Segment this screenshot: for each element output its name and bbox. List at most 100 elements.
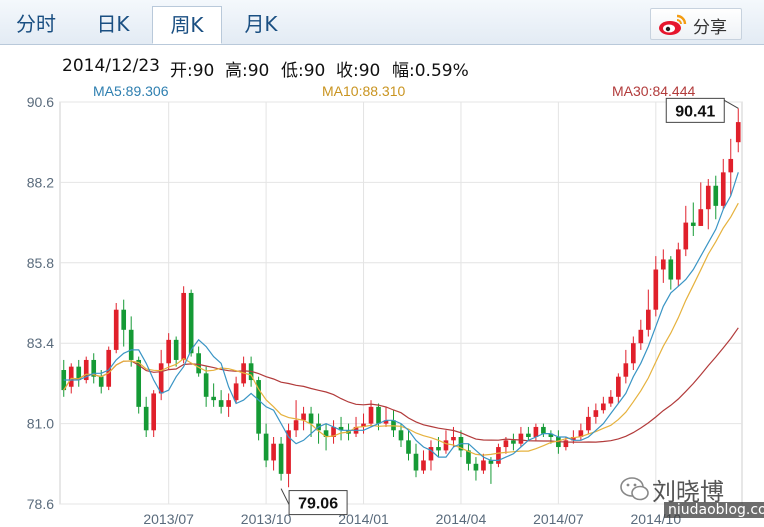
candle [226, 393, 231, 417]
candle [128, 316, 134, 367]
y-tick-label: 83.4 [27, 335, 54, 351]
candle-body [98, 376, 104, 387]
candle [720, 158, 726, 210]
candle-body [683, 222, 689, 250]
share-button[interactable]: 分享 [650, 8, 742, 40]
candle-body [571, 437, 576, 441]
candle [488, 457, 494, 484]
candle [713, 175, 719, 220]
candle [653, 256, 659, 317]
candle-body [660, 259, 666, 270]
candle [263, 423, 269, 468]
candle-body [226, 400, 231, 407]
tab-intraday[interactable]: 分时 [16, 12, 56, 36]
candle [428, 440, 434, 471]
candle [398, 423, 404, 448]
watermark-author: 刘晓博 [652, 478, 724, 506]
x-tick-label: 2014/04 [436, 511, 487, 527]
candle-body [233, 383, 239, 401]
candle [136, 356, 142, 414]
watermark-site: niudaoblog.com [664, 502, 764, 518]
candle-body [188, 292, 194, 354]
x-tick-label: 2014/01 [338, 511, 389, 527]
candle-body [720, 172, 726, 206]
candle [271, 437, 276, 471]
candle [173, 336, 179, 367]
info-open: 开:90 [170, 61, 215, 81]
candle [443, 430, 449, 454]
candle [571, 430, 576, 444]
candle [705, 179, 711, 230]
candle-body [196, 353, 201, 374]
candle [735, 108, 741, 153]
candle-body [623, 363, 629, 377]
info-close: 收:90 [336, 61, 381, 81]
candle-body [368, 406, 374, 424]
candle-body [413, 453, 419, 471]
tab-weekly-k[interactable]: 周K [152, 6, 222, 44]
candle-body [451, 437, 456, 441]
candle [301, 406, 306, 431]
y-tick-label: 78.6 [27, 496, 54, 512]
candle-body [593, 410, 599, 417]
candle-body [735, 122, 741, 143]
info-date: 2014/12/23 [62, 56, 160, 76]
candle [331, 420, 336, 444]
y-tick-label: 85.8 [27, 255, 54, 271]
candle-body [503, 440, 509, 448]
candle-body [481, 460, 486, 471]
candle-body [601, 403, 606, 411]
candle [218, 390, 224, 414]
candle [623, 349, 629, 384]
candle-body [83, 359, 89, 381]
candle [241, 356, 246, 387]
quote-info-bar: 2014/12/23 开:90 高:90 低:90 收:90 幅:0.59% [0, 52, 764, 81]
candle [113, 303, 119, 354]
weibo-icon [659, 14, 687, 35]
price-annotation: 79.06 [280, 488, 348, 516]
candle [466, 443, 471, 471]
share-label: 分享 [693, 18, 727, 38]
annotation-label: 79.06 [298, 496, 338, 513]
candle-body [548, 433, 554, 437]
y-tick-label: 88.2 [27, 174, 54, 190]
candle-body [68, 366, 74, 387]
candle-body [113, 309, 119, 350]
candle-body [361, 423, 366, 427]
candle-body [698, 209, 704, 226]
candle-body [331, 426, 336, 437]
candle-body [121, 309, 127, 330]
candle-body [443, 440, 449, 451]
candle-body [173, 339, 179, 360]
candle [181, 286, 186, 364]
candle [593, 403, 599, 424]
candle [338, 416, 344, 441]
watermark: 刘晓博 niudaoblog.com [612, 470, 764, 526]
candle [601, 396, 606, 414]
candle-body [398, 430, 404, 441]
tab-monthly-k[interactable]: 月K [244, 12, 278, 36]
x-tick-label: 2014/07 [533, 511, 584, 527]
candle [286, 423, 291, 488]
annotation-leader [724, 99, 739, 109]
candle [645, 289, 651, 337]
candlesticks [61, 108, 741, 488]
candle-body [421, 460, 426, 471]
candle-body [608, 396, 614, 404]
candle-body [151, 393, 157, 431]
candle [256, 376, 261, 441]
candle-body [218, 400, 224, 407]
candle-body [76, 366, 82, 381]
candle [578, 423, 584, 441]
candle-body [263, 433, 269, 461]
candle [121, 299, 127, 347]
candle-body [526, 433, 531, 437]
wechat-icon [620, 477, 649, 501]
candle-body [496, 447, 501, 464]
candle-body [675, 249, 681, 280]
candle [541, 423, 546, 437]
candle [166, 333, 171, 370]
tab-daily-k[interactable]: 日K [96, 12, 130, 36]
ma5-line [63, 172, 739, 461]
candle [143, 396, 149, 437]
